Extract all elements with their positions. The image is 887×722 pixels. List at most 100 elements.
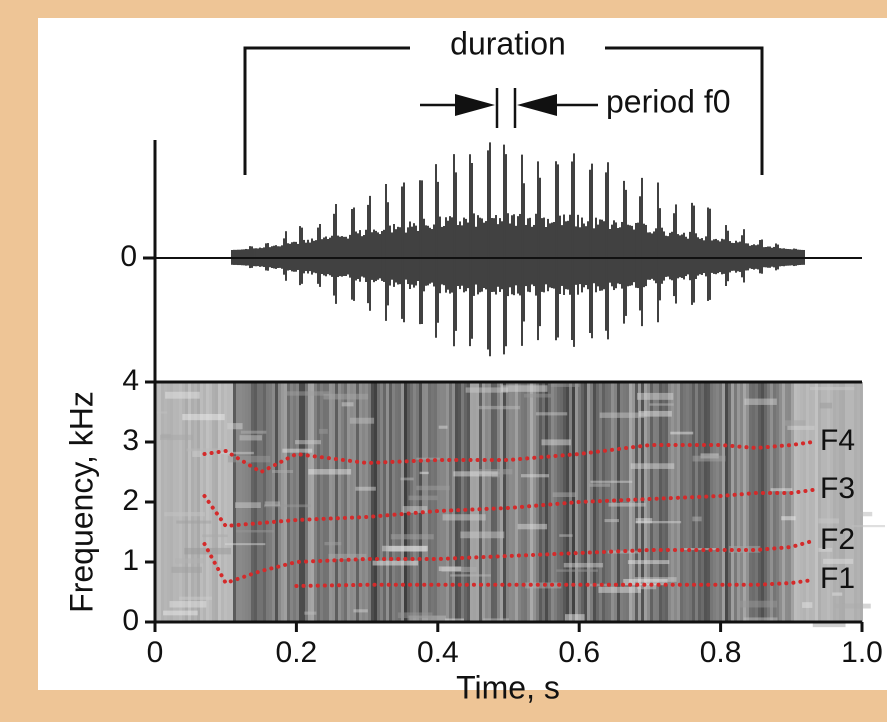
spectrogram-texture xyxy=(251,382,254,622)
spectrogram-texture xyxy=(397,612,433,619)
spectrogram-texture xyxy=(704,382,707,622)
spectrogram-texture xyxy=(851,382,854,622)
spectrogram-texture xyxy=(377,382,380,622)
spectrogram-texture xyxy=(752,382,755,622)
spectrogram-texture xyxy=(830,382,833,622)
spectrogram-texture xyxy=(716,382,719,622)
spectrogram-texture xyxy=(434,382,437,622)
spectrogram-texture xyxy=(349,417,375,424)
spectrogram-texture xyxy=(851,525,886,528)
spectrogram-texture xyxy=(215,382,218,622)
spectrogram-texture xyxy=(541,439,571,446)
spectrogram-texture xyxy=(566,382,569,622)
spectrogram-texture xyxy=(604,519,619,523)
spectrogram-texture xyxy=(734,382,737,622)
spectrogram-texture xyxy=(608,502,646,507)
spectrogram-texture xyxy=(194,382,197,622)
spectrogram-texture xyxy=(359,382,362,622)
spectrogram-texture xyxy=(460,531,505,539)
spectrogram-texture xyxy=(738,600,778,608)
spectrogram-texture xyxy=(548,382,551,622)
spectrogram-texture xyxy=(824,382,827,622)
spectrogram-texture xyxy=(353,382,356,622)
spectrogram-texture xyxy=(617,382,620,622)
spectrogram-texture xyxy=(488,382,491,622)
spectrogram-texture xyxy=(442,514,486,521)
spectrogram-texture xyxy=(857,382,860,622)
spectrogram-texture xyxy=(662,382,665,622)
spectrogram-texture xyxy=(329,382,332,622)
x-tick-label: 0.2 xyxy=(276,636,318,669)
spectrogram-texture xyxy=(713,382,716,622)
spectrogram-texture xyxy=(530,382,533,622)
spectrogram-texture xyxy=(674,382,677,622)
spectrogram-texture xyxy=(641,382,644,622)
spectrogram-texture xyxy=(170,382,173,622)
spectrogram-texture xyxy=(632,382,635,622)
spectrogram-texture xyxy=(860,382,863,622)
spectrogram-texture xyxy=(587,583,610,587)
spectrogram-texture xyxy=(179,596,213,600)
spectrogram-texture xyxy=(219,451,254,455)
spectrogram-texture xyxy=(465,387,509,393)
spectrogram-texture xyxy=(692,516,702,522)
spectrogram-texture xyxy=(239,382,242,622)
x-tick-label: 1.0 xyxy=(841,636,883,669)
spectrogram-texture xyxy=(408,495,438,501)
spectrogram-texture xyxy=(192,450,202,457)
spectrogram-texture xyxy=(344,382,347,622)
spectrogram-texture xyxy=(755,382,758,622)
spectrogram-texture xyxy=(802,602,813,608)
spectrogram-texture xyxy=(550,382,580,387)
x-axis-title: Time, s xyxy=(456,669,560,705)
spectrogram-texture xyxy=(437,382,440,622)
spectrogram-texture xyxy=(836,382,839,622)
spectrogram-texture xyxy=(644,382,647,622)
legend-label: F4 xyxy=(820,424,855,457)
spectrogram-texture xyxy=(630,463,675,469)
spectrogram-texture xyxy=(227,382,230,622)
spectrogram-texture xyxy=(263,504,311,508)
spectrogram-texture xyxy=(218,382,221,622)
spectrogram-texture xyxy=(383,382,386,622)
spectrogram-texture xyxy=(335,382,338,622)
spectrogram-texture xyxy=(722,382,725,622)
spectrogram-texture xyxy=(689,382,692,622)
spectrogram-texture xyxy=(575,382,578,622)
spectrogram-texture xyxy=(326,382,329,622)
spectrogram-texture xyxy=(188,382,191,622)
spectrogram-texture xyxy=(629,382,632,622)
spectrogram-texture xyxy=(402,506,428,513)
spectrogram-texture xyxy=(758,382,761,622)
spectrogram-texture xyxy=(464,382,467,622)
spectrogram-texture xyxy=(535,412,568,416)
spectrogram-texture xyxy=(623,578,668,586)
spectrogram-texture xyxy=(494,382,497,622)
spectrogram-texture xyxy=(386,382,389,622)
spectrogram-texture xyxy=(202,534,228,538)
spectrogram-texture xyxy=(368,382,371,622)
spectrogram-texture xyxy=(413,382,416,622)
spectrogram-texture xyxy=(479,382,482,622)
spectrogram-texture xyxy=(296,382,299,622)
spectrogram-texture xyxy=(308,469,352,475)
spectrogram-texture xyxy=(323,382,326,622)
spectrogram-texture xyxy=(245,382,248,622)
spectrogram-texture xyxy=(500,382,503,622)
spectrogram-texture xyxy=(318,428,328,434)
spectrogram-texture xyxy=(776,382,779,622)
spectrogram-texture xyxy=(341,382,344,622)
spectrogram-texture xyxy=(425,382,428,622)
spectrogram-texture xyxy=(812,382,815,622)
spectrogram-texture xyxy=(362,382,365,622)
spectrogram-texture xyxy=(692,382,695,622)
spectrogram-texture xyxy=(819,402,833,409)
spectrogram-texture xyxy=(827,382,830,622)
spectrogram-texture xyxy=(770,382,773,622)
spectrogram-texture xyxy=(290,382,293,622)
spectrogram-texture xyxy=(422,382,425,622)
spectrogram-texture xyxy=(743,617,778,622)
spectrogram-texture xyxy=(659,382,662,622)
spectrogram-texture xyxy=(520,474,549,478)
spectrogram-texture xyxy=(788,382,791,622)
